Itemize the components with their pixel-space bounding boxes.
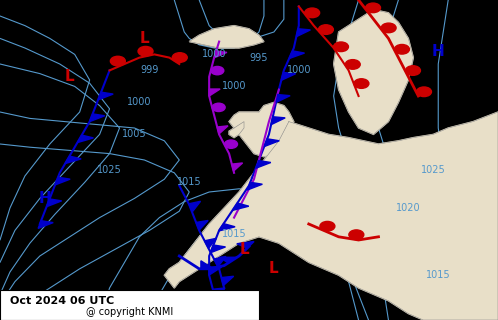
Circle shape bbox=[405, 66, 420, 75]
Polygon shape bbox=[281, 72, 296, 80]
Polygon shape bbox=[55, 177, 70, 185]
Polygon shape bbox=[220, 297, 234, 304]
Text: 1005: 1005 bbox=[122, 129, 147, 140]
Circle shape bbox=[318, 25, 333, 34]
Text: 999: 999 bbox=[140, 65, 158, 76]
Polygon shape bbox=[219, 310, 231, 319]
Circle shape bbox=[381, 23, 396, 33]
Circle shape bbox=[366, 3, 380, 13]
Polygon shape bbox=[229, 122, 244, 138]
Text: L: L bbox=[65, 69, 75, 84]
Text: Oct 2024 06 UTC: Oct 2024 06 UTC bbox=[10, 296, 114, 306]
Polygon shape bbox=[217, 126, 228, 134]
Polygon shape bbox=[211, 245, 226, 253]
Text: 1000: 1000 bbox=[286, 65, 311, 76]
Polygon shape bbox=[213, 288, 225, 297]
Text: 1015: 1015 bbox=[222, 228, 247, 239]
Polygon shape bbox=[47, 199, 62, 207]
Circle shape bbox=[305, 8, 320, 18]
Text: L: L bbox=[139, 31, 149, 46]
Circle shape bbox=[111, 56, 125, 66]
Polygon shape bbox=[90, 114, 105, 122]
Text: 1015: 1015 bbox=[426, 270, 451, 280]
Circle shape bbox=[212, 103, 225, 112]
Circle shape bbox=[334, 42, 349, 52]
Polygon shape bbox=[209, 89, 220, 96]
Text: 1025: 1025 bbox=[97, 164, 122, 175]
Circle shape bbox=[345, 60, 360, 69]
Polygon shape bbox=[264, 139, 279, 147]
Text: H: H bbox=[432, 44, 445, 59]
Text: @ copyright KNMI: @ copyright KNMI bbox=[86, 307, 173, 317]
Polygon shape bbox=[189, 26, 264, 48]
Circle shape bbox=[225, 140, 238, 148]
Polygon shape bbox=[256, 161, 271, 168]
Circle shape bbox=[349, 230, 364, 239]
Polygon shape bbox=[196, 220, 208, 230]
Text: 1020: 1020 bbox=[396, 203, 421, 213]
Text: 1015: 1015 bbox=[177, 177, 202, 188]
Polygon shape bbox=[214, 51, 227, 58]
Polygon shape bbox=[219, 224, 235, 231]
Polygon shape bbox=[289, 51, 304, 59]
Polygon shape bbox=[65, 156, 81, 164]
Text: 1025: 1025 bbox=[421, 164, 446, 175]
Circle shape bbox=[172, 53, 187, 62]
Polygon shape bbox=[237, 242, 254, 248]
Bar bbox=[0, 290, 259, 320]
Text: L: L bbox=[269, 261, 279, 276]
Circle shape bbox=[138, 46, 153, 56]
Circle shape bbox=[354, 79, 369, 88]
Polygon shape bbox=[296, 29, 310, 37]
Circle shape bbox=[320, 221, 335, 231]
Polygon shape bbox=[232, 163, 243, 171]
Polygon shape bbox=[38, 221, 53, 228]
Text: L: L bbox=[239, 242, 249, 257]
Polygon shape bbox=[214, 257, 226, 267]
Text: 1000: 1000 bbox=[202, 49, 227, 60]
Polygon shape bbox=[220, 257, 237, 263]
Circle shape bbox=[211, 67, 224, 75]
Polygon shape bbox=[164, 112, 498, 320]
Polygon shape bbox=[201, 261, 213, 269]
Text: H: H bbox=[38, 191, 51, 206]
Polygon shape bbox=[276, 95, 290, 102]
Polygon shape bbox=[248, 182, 262, 190]
Polygon shape bbox=[98, 92, 113, 100]
Polygon shape bbox=[233, 203, 249, 210]
Text: 1000: 1000 bbox=[127, 97, 152, 108]
Polygon shape bbox=[209, 267, 222, 275]
Polygon shape bbox=[334, 10, 413, 134]
Polygon shape bbox=[229, 102, 294, 157]
Circle shape bbox=[394, 44, 409, 54]
Text: 995: 995 bbox=[249, 52, 268, 63]
Circle shape bbox=[416, 87, 431, 97]
Polygon shape bbox=[189, 201, 201, 212]
Polygon shape bbox=[205, 238, 217, 248]
Polygon shape bbox=[222, 276, 234, 285]
Polygon shape bbox=[271, 117, 285, 125]
Text: 1000: 1000 bbox=[222, 81, 247, 92]
Polygon shape bbox=[77, 135, 94, 143]
